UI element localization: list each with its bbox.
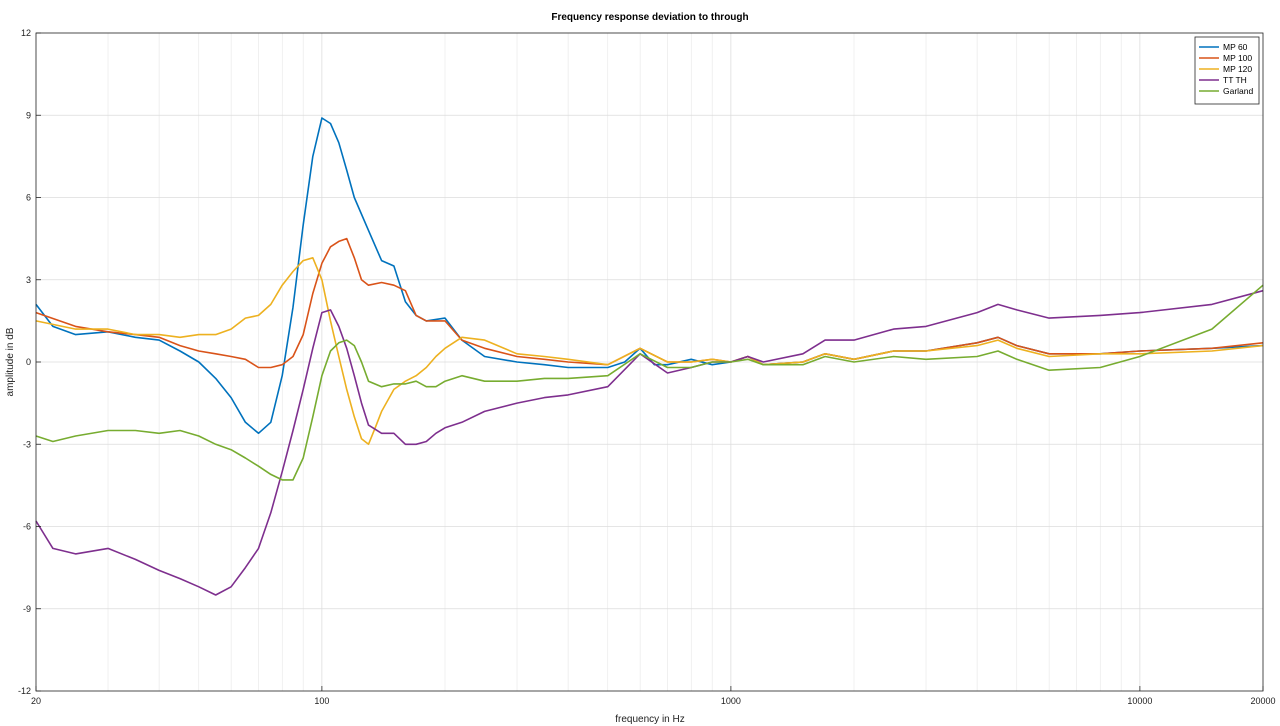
- series-layer: [35, 117, 1264, 596]
- y-tick-label: 12: [21, 28, 31, 38]
- series-line-mp-120: [35, 257, 1264, 446]
- y-tick-label: -12: [18, 686, 31, 696]
- y-tick-label: 9: [26, 110, 31, 120]
- series-line-tt-th: [35, 289, 1264, 596]
- legend-label: TT TH: [1223, 75, 1247, 85]
- y-tick-label: 6: [26, 193, 31, 203]
- y-tick-label: -9: [23, 604, 31, 614]
- x-tick-label: 20000: [1250, 696, 1275, 706]
- legend-label: MP 120: [1223, 64, 1252, 74]
- legend-box: [1194, 36, 1260, 105]
- y-axis-label: amplitude in dB: [5, 327, 16, 396]
- legend-label: Garland: [1223, 86, 1254, 96]
- x-tick-label: 100: [314, 696, 329, 706]
- x-axis-label: frequency in Hz: [615, 714, 684, 725]
- x-tick-label: 1000: [721, 696, 741, 706]
- chart-title: Frequency response deviation to through: [551, 12, 748, 23]
- x-tick-label: 10000: [1127, 696, 1152, 706]
- series-line-garland: [35, 284, 1264, 481]
- y-tick-label: 3: [26, 275, 31, 285]
- x-axis: 20 100 1000 10000 20000: [31, 686, 1276, 706]
- legend-label: MP 100: [1223, 53, 1252, 63]
- y-tick-label: -3: [23, 439, 31, 449]
- y-tick-label: 0: [26, 357, 31, 367]
- y-axis: -12 -9 -6 -3 0 3 6 9 12: [18, 28, 41, 696]
- x-tick-label: 20: [31, 696, 41, 706]
- legend-label: MP 60: [1223, 42, 1248, 52]
- y-tick-label: -6: [23, 522, 31, 532]
